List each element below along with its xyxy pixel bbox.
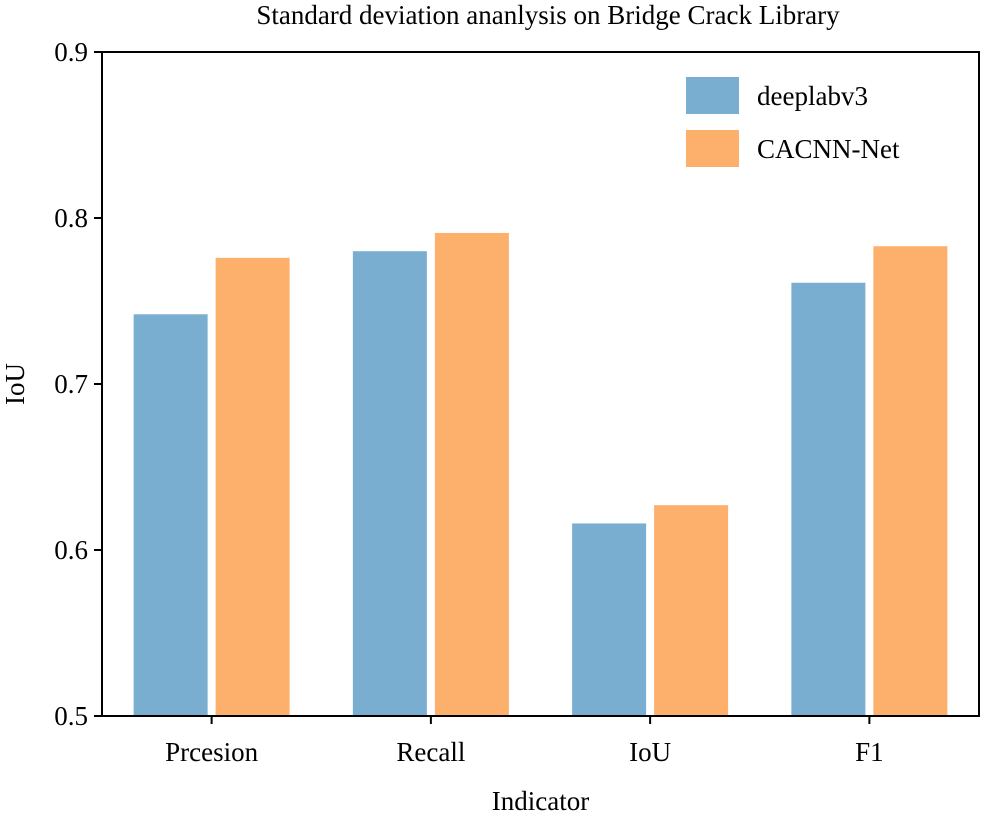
bar-deeplabv3-recall [352,251,427,716]
bar-deeplabv3-iou [572,523,647,716]
x-axis: Prcesion Recall IoU F1 [165,716,884,767]
y-tick-label: 0.6 [54,535,88,565]
bar-cacnn-net-f1 [873,246,948,716]
y-tick-label: 0.5 [54,701,88,731]
legend-label-cacnn-net: CACNN-Net [757,134,900,164]
x-tick-label-f1: F1 [855,737,884,767]
y-tick-label: 0.9 [54,37,88,67]
bar-deeplabv3-f1 [791,282,866,716]
bar-deeplabv3-prcesion [133,314,208,716]
legend: deeplabv3 CACNN-Net [686,77,900,167]
bar-cacnn-net-prcesion [215,257,290,716]
legend-swatch-deeplabv3 [686,77,739,114]
y-axis: 0.5 0.6 0.7 0.8 0.9 [54,37,102,731]
y-axis-label: IoU [0,363,30,405]
y-tick-label: 0.7 [54,369,88,399]
x-tick-label-recall: Recall [396,737,465,767]
y-tick-label: 0.8 [54,203,88,233]
bars-group [133,232,948,716]
bar-cacnn-net-iou [654,505,729,716]
x-tick-label-prcesion: Prcesion [165,737,258,767]
bar-cacnn-net-recall [434,232,509,716]
x-axis-label: Indicator [492,786,589,816]
x-tick-label-iou: IoU [629,737,671,767]
chart-title: Standard deviation ananlysis on Bridge C… [256,0,840,30]
legend-swatch-cacnn-net [686,130,739,167]
legend-label-deeplabv3: deeplabv3 [757,81,868,111]
